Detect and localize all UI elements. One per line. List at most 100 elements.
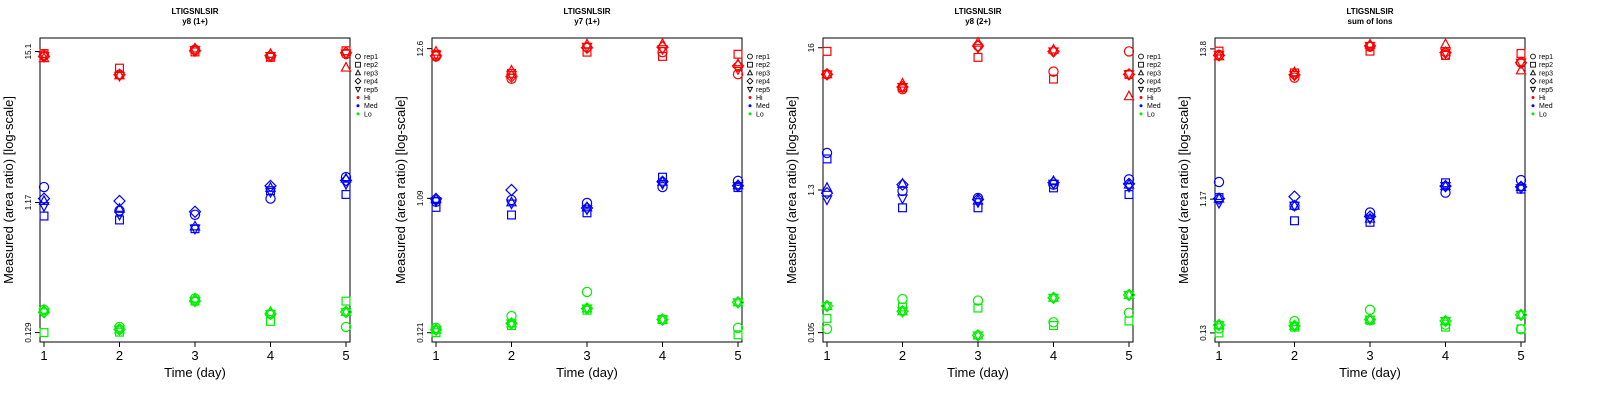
data-point-lo-rep5 [581,304,593,315]
data-point-lo-rep2 [1516,324,1526,334]
data-point-hi-rep5 [505,70,518,82]
data-point-lo-rep3 [821,299,833,311]
data-point-hi-rep5 [113,71,126,83]
legend-label-rep3: rep3 [1147,70,1161,77]
legend-label-lo: Lo [364,111,372,118]
data-point-hi-rep5 [1439,48,1452,59]
data-point-med-rep1 [1515,174,1527,186]
legend-label-lo: Lo [1539,111,1547,118]
data-point-hi-rep5 [896,82,909,94]
legend-dot-hi [748,96,752,99]
data-point-lo-rep5 [972,331,984,342]
legend-label-lo: Lo [756,111,764,118]
data-point-lo-rep5 [1439,316,1452,328]
data-point-lo-rep2 [897,302,908,312]
data-point-lo-rep5 [1288,321,1301,333]
legend-label-rep1: rep1 [756,54,770,61]
data-point-hi-rep3 [972,36,984,47]
data-point-hi-rep4 [731,59,745,73]
x-tick-label: 2 [899,348,906,363]
data-point-hi-rep5 [1364,41,1376,53]
data-point-med-rep1 [1123,174,1135,185]
data-point-med-rep3 [1213,192,1225,203]
data-point-med-rep3 [505,196,518,207]
data-point-hi-rep5 [1123,70,1135,81]
x-tick-label: 4 [267,348,274,363]
legend-label-rep5: rep5 [1147,87,1161,94]
data-point-lo-rep1 [1289,315,1300,327]
data-point-med-rep5 [732,182,744,193]
data-point-lo-rep5 [189,297,201,308]
y-tick-label: 1.09 [416,190,425,206]
x-axis-label: Time (day) [556,365,618,380]
data-point-lo-rep3 [1288,319,1301,330]
data-point-med-rep3 [821,181,833,192]
data-point-lo-rep3 [896,304,909,316]
data-point-hi-rep5 [1047,47,1060,58]
data-point-med-rep1 [821,147,833,159]
x-tick-label: 5 [1125,348,1132,363]
data-point-lo-rep3 [1123,288,1135,300]
x-axis-label: Time (day) [947,365,1009,380]
data-point-med-rep5 [656,179,669,191]
legend-label-rep2: rep2 [1147,62,1161,69]
legend-label-hi: Hi [364,95,371,102]
data-point-hi-rep3 [340,61,352,72]
data-point-med-rep1 [1440,187,1451,198]
legend-label-rep3: rep3 [756,70,770,77]
data-point-med-rep2 [582,208,592,218]
y-tick-label: 15.1 [24,43,33,59]
legend-label-hi: Hi [1147,95,1154,102]
data-point-hi-rep3 [1364,38,1376,49]
x-tick-label: 3 [974,348,981,363]
data-point-hi-rep3 [896,77,909,88]
legend-symbol-rep4 [746,77,754,85]
data-point-lo-rep3 [430,323,442,334]
legend-dot-hi [356,96,360,99]
data-point-hi-rep2 [1516,48,1526,58]
data-point-lo-rep3 [1213,318,1225,330]
y-tick-label: 1.17 [24,194,33,210]
legend-label-rep4: rep4 [1147,79,1161,86]
data-point-med-rep5 [581,205,593,216]
data-point-lo-rep5 [656,315,669,326]
data-point-hi-rep5 [821,70,833,81]
data-point-med-rep3 [581,201,593,212]
data-point-hi-rep2 [1440,50,1451,60]
legend-symbol-rep3 [354,69,362,76]
x-tick-label: 3 [583,348,590,363]
data-point-hi-rep2 [822,46,832,56]
chart-title: LTIGSNLSIR [1347,7,1394,16]
data-point-med-rep4 [971,193,985,206]
data-point-hi-rep5 [972,43,984,55]
data-point-hi-rep5 [581,42,593,54]
legend-symbol-rep3 [746,69,754,76]
x-tick-label: 1 [1215,348,1222,363]
legend-label-rep4: rep4 [756,79,770,86]
data-point-lo-rep3 [1047,291,1060,302]
data-point-med-rep4 [505,183,518,197]
data-point-med-rep2 [39,211,49,221]
data-point-med-rep3 [1123,178,1135,189]
data-point-med-rep4 [429,192,443,206]
legend-symbol-rep4 [1137,77,1145,85]
data-point-med-rep3 [732,178,744,190]
legend-dot-hi [1531,96,1535,99]
data-point-med-rep4 [1212,192,1226,205]
data-point-lo-rep1 [581,286,593,298]
data-point-lo-rep5 [1213,320,1225,332]
chart-subtitle: y8 (1+) [182,17,208,26]
data-point-hi-rep1 [732,68,744,80]
data-point-med-rep1 [581,197,593,209]
data-point-hi-rep5 [732,65,744,76]
x-tick-label: 5 [734,348,741,363]
data-point-lo-rep2 [39,328,49,338]
data-point-med-rep4 [113,194,126,208]
data-point-med-rep2 [1048,183,1059,193]
data-point-hi-rep3 [1123,89,1135,101]
y-tick-label: 13.8 [1199,41,1208,57]
data-point-lo-rep5 [38,308,50,319]
data-point-med-rep4 [339,174,353,187]
